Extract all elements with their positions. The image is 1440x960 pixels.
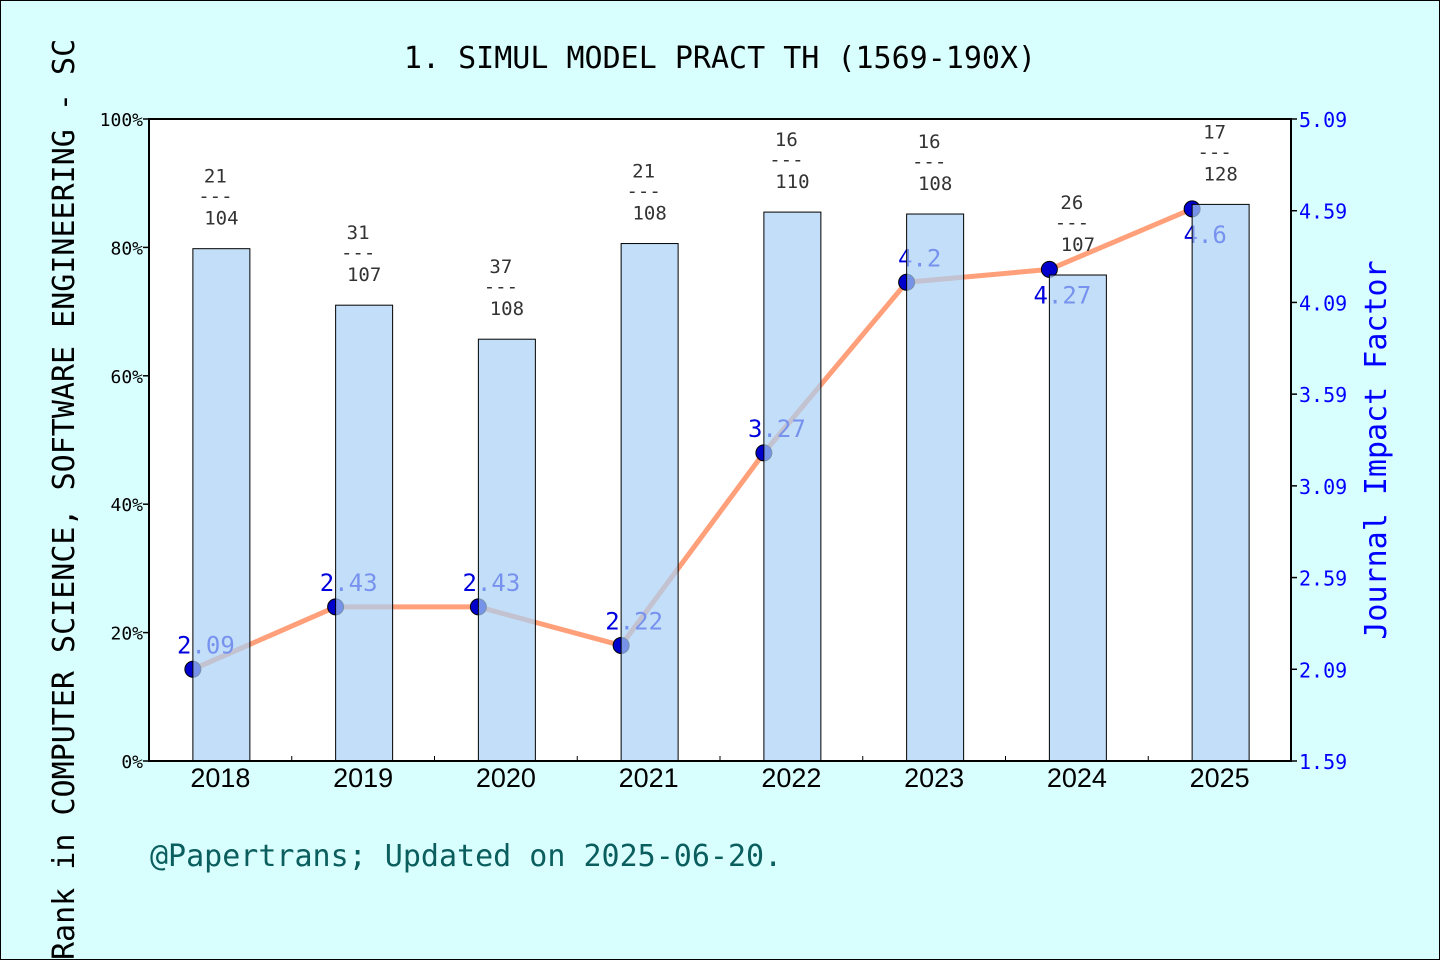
rank-divider: --- <box>769 149 803 171</box>
footer-credit: @Papertrans; Updated on 2025-06-20. <box>150 839 782 874</box>
rank-label: 37 <box>489 256 512 278</box>
left-tick-label: 20% <box>110 624 143 645</box>
rank-label: 16 <box>775 129 798 151</box>
right-tick-label: 1.59 <box>1299 750 1347 774</box>
right-tick-label: 2.59 <box>1299 567 1347 591</box>
right-tick-label: 4.59 <box>1299 200 1347 224</box>
x-tick-label: 2021 <box>619 763 679 793</box>
total-label: 107 <box>1061 234 1095 256</box>
x-tick-label: 2024 <box>1047 763 1107 793</box>
right-tick-label: 4.09 <box>1299 291 1347 315</box>
rank-bar <box>1048 274 1107 762</box>
left-tick-label: 0% <box>121 752 143 773</box>
rank-divider: --- <box>912 151 946 173</box>
x-tick-label: 2020 <box>476 763 536 793</box>
total-label: 108 <box>632 203 666 225</box>
right-tick-label: 3.09 <box>1299 475 1347 499</box>
rank-bar <box>620 243 679 762</box>
rank-divider: --- <box>484 276 518 298</box>
total-label: 107 <box>347 264 381 286</box>
if-line-segment <box>1048 206 1194 272</box>
total-label: 108 <box>490 298 524 320</box>
rank-bar <box>763 211 822 762</box>
rank-bar <box>192 248 251 762</box>
rank-divider: --- <box>198 186 232 208</box>
total-label: 108 <box>918 173 952 195</box>
right-tick-label: 2.09 <box>1299 658 1347 682</box>
total-label: 104 <box>204 208 238 230</box>
left-tick-label: 60% <box>110 367 143 388</box>
rank-divider: --- <box>1197 141 1231 163</box>
rank-label: 21 <box>204 166 227 188</box>
rank-label: 31 <box>347 222 370 244</box>
x-tick-label: 2022 <box>761 763 821 793</box>
left-tick-label: 80% <box>110 238 143 259</box>
rank-bar <box>1191 203 1250 762</box>
right-tick-label: 3.59 <box>1299 383 1347 407</box>
left-tick-label: 40% <box>110 495 143 516</box>
rank-divider: --- <box>341 242 375 264</box>
plot-area <box>149 119 1291 761</box>
left-tick-label: 100% <box>100 110 144 131</box>
rank-bar <box>906 213 965 762</box>
left-axis-label: Rank in COMPUTER SCIENCE, SOFTWARE ENGIN… <box>47 39 82 960</box>
rank-bar <box>335 304 394 762</box>
right-tick-label: 5.09 <box>1299 108 1347 132</box>
x-tick-label: 2023 <box>904 763 964 793</box>
total-label: 110 <box>775 171 809 193</box>
right-axis-label: Journal Impact Factor <box>1359 260 1394 639</box>
x-tick-label: 2018 <box>190 763 250 793</box>
rank-label: 21 <box>632 161 655 183</box>
rank-label: 26 <box>1060 192 1083 214</box>
rank-divider: --- <box>626 181 660 203</box>
rank-label: 17 <box>1203 121 1226 143</box>
x-tick-label: 2025 <box>1190 763 1250 793</box>
chart-title: 1. SIMUL MODEL PRACT TH (1569-190X) <box>404 41 1036 76</box>
total-label: 128 <box>1203 163 1237 185</box>
rank-divider: --- <box>1055 212 1089 234</box>
x-tick-label: 2019 <box>333 763 393 793</box>
rank-label: 16 <box>918 131 941 153</box>
rank-bar <box>477 338 536 762</box>
